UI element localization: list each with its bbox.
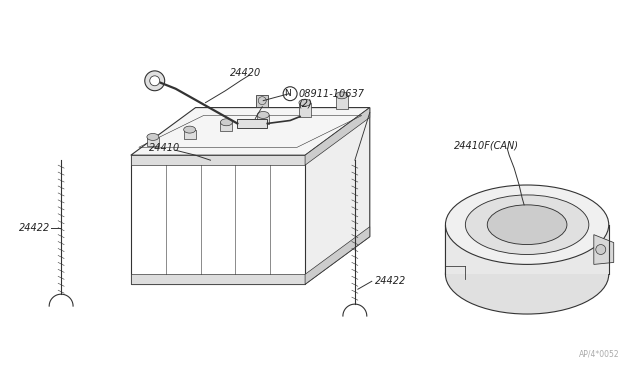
- Polygon shape: [237, 119, 268, 128]
- Circle shape: [596, 244, 605, 254]
- Polygon shape: [131, 274, 305, 284]
- Circle shape: [145, 71, 164, 91]
- Polygon shape: [257, 115, 269, 124]
- Text: 24410F(CAN): 24410F(CAN): [454, 140, 520, 150]
- Text: (2): (2): [298, 99, 312, 109]
- Polygon shape: [131, 155, 305, 165]
- Ellipse shape: [299, 99, 311, 106]
- Text: N: N: [284, 89, 291, 98]
- Polygon shape: [305, 227, 370, 284]
- Text: 24422: 24422: [375, 276, 406, 286]
- Ellipse shape: [465, 195, 589, 254]
- Polygon shape: [305, 108, 370, 284]
- Polygon shape: [220, 122, 232, 131]
- Polygon shape: [445, 225, 609, 274]
- Ellipse shape: [445, 235, 609, 314]
- Text: 08911-10637: 08911-10637: [298, 89, 364, 99]
- Polygon shape: [147, 137, 159, 146]
- Ellipse shape: [487, 205, 567, 244]
- Polygon shape: [336, 95, 348, 109]
- Ellipse shape: [257, 112, 269, 118]
- Polygon shape: [299, 103, 311, 116]
- Ellipse shape: [445, 185, 609, 264]
- Text: AP/4*0052: AP/4*0052: [579, 349, 620, 358]
- Ellipse shape: [220, 119, 232, 126]
- Polygon shape: [594, 235, 614, 264]
- Ellipse shape: [336, 92, 348, 99]
- Polygon shape: [131, 108, 370, 155]
- Polygon shape: [184, 129, 196, 138]
- Bar: [256, 95, 268, 107]
- Polygon shape: [131, 155, 305, 284]
- Ellipse shape: [147, 134, 159, 140]
- Ellipse shape: [184, 126, 196, 133]
- Polygon shape: [305, 108, 370, 165]
- Circle shape: [150, 76, 160, 86]
- Text: 24420: 24420: [230, 68, 262, 78]
- Text: 24410: 24410: [148, 143, 180, 153]
- Text: 24422: 24422: [19, 223, 51, 233]
